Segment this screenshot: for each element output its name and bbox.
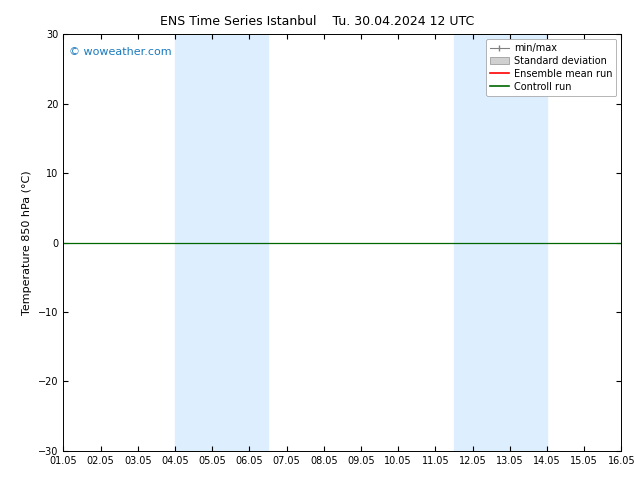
Text: © woweather.com: © woweather.com [69,47,172,57]
Y-axis label: Temperature 850 hPa (°C): Temperature 850 hPa (°C) [22,170,32,315]
Legend: min/max, Standard deviation, Ensemble mean run, Controll run: min/max, Standard deviation, Ensemble me… [486,39,616,96]
Bar [454,34,547,451]
Text: ENS Time Series Istanbul    Tu. 30.04.2024 12 UTC: ENS Time Series Istanbul Tu. 30.04.2024 … [160,15,474,28]
Bar [175,34,268,451]
